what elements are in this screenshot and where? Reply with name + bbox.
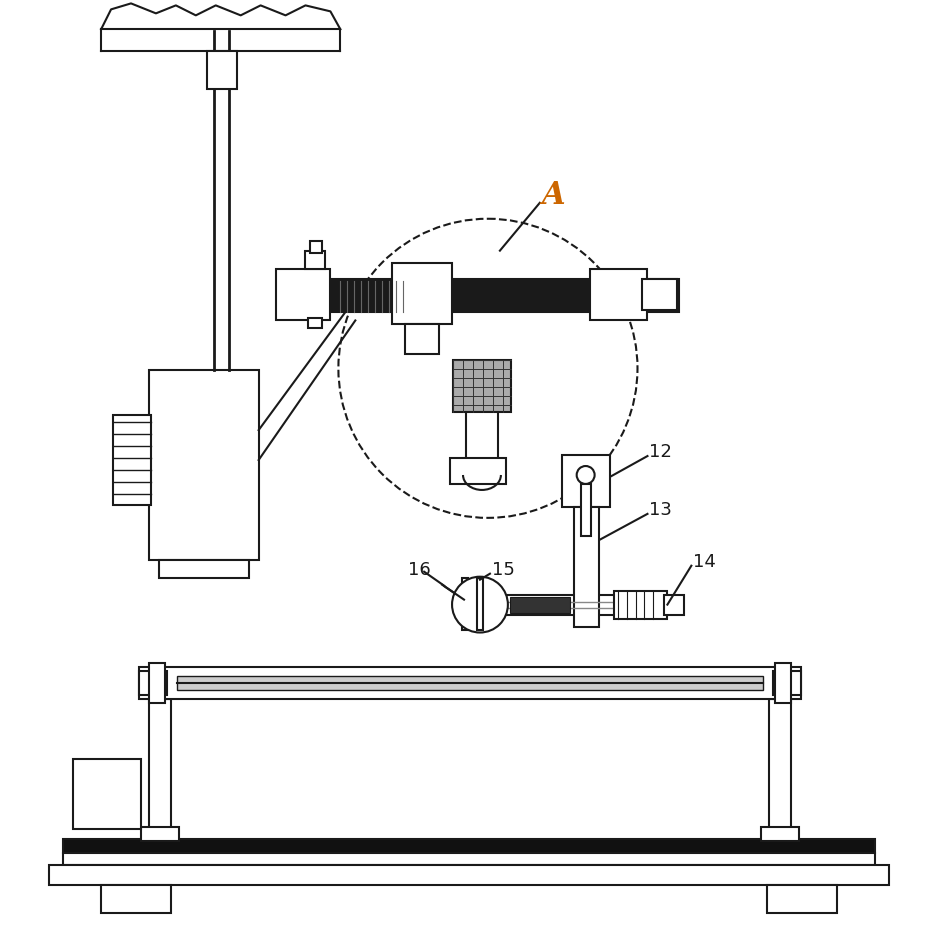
Bar (177, 676, 764, 690)
Bar (306, 251, 325, 269)
Circle shape (577, 466, 595, 484)
Bar (664, 595, 685, 615)
Bar (643, 278, 677, 310)
Bar (141, 827, 179, 841)
Text: 14: 14 (693, 553, 717, 571)
Bar (477, 578, 483, 630)
Bar (310, 240, 323, 253)
Text: 12: 12 (649, 443, 673, 461)
Bar (73, 759, 141, 829)
Bar (101, 885, 171, 913)
Text: A: A (542, 180, 566, 211)
Bar (139, 671, 167, 695)
Bar (309, 319, 323, 328)
Bar (510, 597, 569, 613)
Bar (149, 700, 171, 841)
Circle shape (452, 577, 507, 633)
Bar (453, 360, 511, 412)
Bar (405, 324, 439, 355)
Bar (590, 269, 647, 321)
Bar (574, 507, 598, 626)
Bar (63, 839, 875, 852)
Bar (581, 484, 591, 536)
Bar (295, 278, 679, 312)
Bar (773, 671, 801, 695)
Text: 16: 16 (408, 561, 431, 579)
Bar (276, 269, 330, 321)
Bar (562, 455, 610, 507)
Bar (149, 371, 259, 560)
Bar (761, 827, 799, 841)
Bar (149, 664, 165, 703)
Bar (159, 560, 249, 578)
Bar (50, 865, 888, 885)
Bar (450, 458, 506, 484)
Bar (139, 668, 801, 700)
Bar (460, 595, 659, 615)
Bar (392, 262, 452, 324)
Bar (767, 885, 837, 913)
Bar (113, 415, 151, 505)
Bar (775, 664, 791, 703)
Bar (63, 852, 875, 865)
Bar (206, 51, 236, 90)
Bar (769, 700, 791, 841)
Text: 15: 15 (492, 561, 515, 579)
Bar (613, 590, 668, 619)
Bar (466, 412, 498, 462)
Text: 13: 13 (649, 501, 673, 519)
Bar (462, 578, 468, 630)
